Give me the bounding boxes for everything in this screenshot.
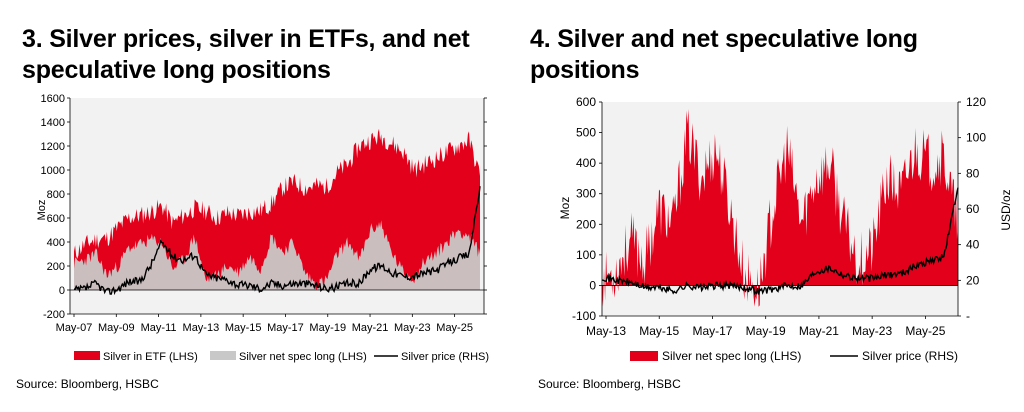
legend-label-spec: Silver net spec long (LHS) (662, 349, 801, 363)
x-tick-label: May-25 (436, 322, 473, 334)
left-panel: 3. Silver prices, silver in ETFs, and ne… (16, 25, 489, 391)
left-tick-label: 800 (47, 189, 65, 201)
right-tick-label: 80 (966, 166, 980, 180)
x-tick-label: May-23 (394, 322, 431, 334)
x-tick-label: May-13 (586, 324, 626, 338)
legend-label-price: Silver price (RHS) (862, 349, 958, 363)
spec-area (74, 220, 480, 290)
x-tick-label: May-23 (852, 324, 892, 338)
legend-swatch-spec (630, 351, 658, 361)
price-line (73, 186, 481, 296)
left-tick-label: 200 (576, 217, 596, 231)
legend-label-spec: Silver net spec long (LHS) (239, 351, 367, 363)
left-tick-label: -100 (572, 309, 596, 323)
x-tick-label: May-17 (267, 322, 304, 334)
legend-swatch-spec (210, 351, 236, 360)
chart4-ylabel: Moz (558, 197, 572, 220)
left-tick-label: 0 (59, 285, 65, 297)
x-tick-label: May-07 (56, 322, 93, 334)
x-tick-label: May-11 (141, 322, 177, 334)
x-tick-label: May-15 (225, 322, 262, 334)
right-tick-label: - (966, 309, 970, 323)
left-tick-label: 600 (47, 213, 65, 225)
chart4-source: Source: Bloomberg, HSBC (538, 377, 681, 391)
x-tick-label: May-21 (799, 324, 839, 338)
right-tick-label: 40 (966, 238, 980, 252)
chart3-source: Source: Bloomberg, HSBC (16, 377, 159, 391)
left-tick-label: 1600 (41, 93, 65, 105)
legend-label-price: Silver price (RHS) (401, 351, 489, 363)
spec-area (602, 109, 958, 307)
legend-label-etf: Silver in ETF (LHS) (103, 351, 198, 363)
chart4-svg: 600 500 400 300 200 100 0 -100 120 100 80 60 40 20 - Ma… (558, 95, 1013, 363)
x-tick-label: May-15 (639, 324, 679, 338)
legend-swatch-etf (74, 351, 100, 360)
chart4-ylabel-right: USD/oz (999, 189, 1013, 230)
x-tick-label: May-25 (905, 324, 945, 338)
right-panel: 4. Silver and net speculative long posit… (512, 0, 1024, 412)
x-tick-label: May-21 (352, 322, 389, 334)
x-tick-label: May-19 (746, 324, 786, 338)
left-tick-label: 200 (47, 261, 65, 273)
left-tick-label: 600 (576, 95, 596, 109)
x-tick-label: May-19 (309, 322, 346, 334)
x-tick-label: May-09 (98, 322, 135, 334)
price-line (601, 187, 959, 296)
left-tick-label: -200 (43, 309, 65, 321)
x-tick-label: May-17 (692, 324, 732, 338)
left-tick-label: 0 (589, 278, 596, 292)
left-tick-label: 100 (576, 248, 596, 262)
left-tick-label: 1000 (41, 165, 65, 177)
right-tick-label: 20 (966, 273, 980, 287)
x-tick-label: May-13 (183, 322, 220, 334)
left-tick-label: 1200 (41, 141, 65, 153)
left-tick-label: 400 (576, 156, 596, 170)
chart3-title: 3. Silver prices, silver in ETFs, and ne… (22, 25, 470, 84)
right-tick-label: 60 (966, 202, 980, 216)
left-tick-label: 1400 (41, 117, 65, 129)
chart4-title: 4. Silver and net speculative long posit… (530, 25, 918, 84)
right-tick-label: 120 (966, 95, 986, 109)
left-tick-label: 500 (576, 126, 596, 140)
left-tick-label: 300 (576, 187, 596, 201)
right-tick-label: 100 (966, 131, 986, 145)
left-tick-label: 400 (47, 237, 65, 249)
chart3-ylabel: Moz (36, 200, 48, 221)
